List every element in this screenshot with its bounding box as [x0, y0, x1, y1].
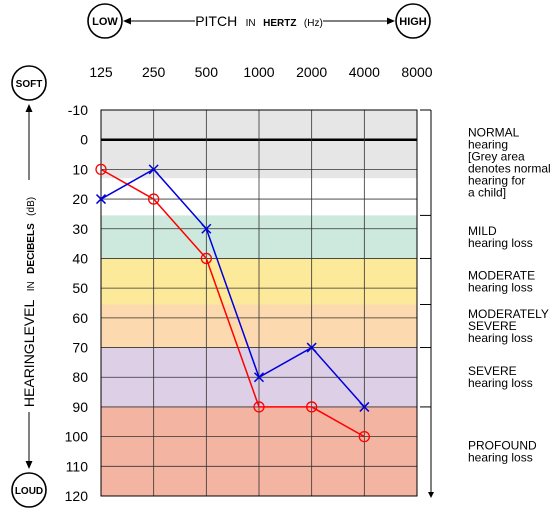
category-label: MILD hearing loss [468, 224, 533, 250]
category-label: MODERATE hearing loss [468, 268, 535, 294]
y-tick-label: 10 [72, 161, 88, 177]
y-tick-label: 0 [80, 132, 88, 148]
pitch-unit-abbrev: (Hz) [304, 18, 323, 29]
pitch-in-word: IN [246, 18, 256, 29]
y-tick-label: 30 [72, 221, 88, 237]
point-cross-marker [201, 223, 212, 234]
high-badge [395, 3, 431, 39]
point-circle-marker [148, 193, 160, 205]
pitch-title: PITCH IN HERTZ (Hz) [195, 13, 323, 30]
y-tick-label: 40 [72, 250, 88, 266]
y-tick-label: 120 [65, 488, 89, 504]
category-label: MODERATELY SEVERE hearing loss [468, 307, 549, 345]
y-tick-label: -10 [68, 102, 88, 118]
level-title: HEARINGLEVEL IN DECIBELS (dB) [21, 197, 38, 407]
loud-badge [11, 472, 47, 508]
arrowhead-down-icon [25, 461, 33, 469]
low-label: LOW [92, 16, 118, 28]
point-circle-marker [358, 430, 370, 443]
y-tick-label: 20 [72, 191, 88, 207]
point-cross-marker [95, 194, 107, 205]
x-tick-label: 500 [195, 64, 219, 80]
x-tick-label: 250 [142, 64, 166, 80]
y-tick-label: 100 [65, 429, 89, 445]
x-tick-label: 4000 [349, 64, 380, 80]
high-label: HIGH [399, 16, 427, 28]
y-tick-label: 110 [66, 458, 89, 474]
x-tick-label: 125 [89, 64, 113, 80]
y-tick-label: 80 [72, 369, 88, 385]
plot-frame [100, 109, 418, 497]
level-word: HEARINGLEVEL [21, 300, 37, 408]
level-unit-word: DECIBELS [26, 223, 37, 274]
pitch-header: LOW PITCH IN HERTZ (Hz) HIGH [87, 3, 431, 39]
series-line-0 [100, 168, 365, 438]
arrowhead-left-icon [123, 17, 131, 25]
y-tick-label: 70 [72, 340, 88, 356]
soft-badge [11, 65, 47, 101]
x-tick-label: 2000 [296, 64, 327, 80]
point-circle-marker [95, 163, 107, 176]
point-circle-marker [306, 401, 318, 413]
arrowhead-down-icon [428, 492, 434, 498]
arrowhead-right-icon [387, 17, 395, 25]
level-axis-side: SOFT HEARINGLEVEL IN DECIBELS (dB) LOUD [11, 65, 47, 508]
loud-label: LOUD [15, 486, 43, 497]
pitch-word: PITCH [195, 13, 237, 29]
category-brackets [420, 109, 434, 498]
y-tick-label: 50 [72, 280, 88, 296]
x-tick-label: 8000 [401, 64, 432, 80]
level-in-word: IN [26, 281, 37, 291]
point-circle-marker [200, 252, 212, 265]
x-tick-label: 1000 [243, 64, 274, 80]
soft-label: SOFT [16, 79, 43, 90]
level-unit-abbrev: (dB) [26, 197, 37, 216]
y-tick-labels: -10 0 10 20 30 40 50 60 70 80 90 100 110 120 [65, 102, 89, 504]
point-circle-marker [253, 401, 265, 413]
point-cross-marker [253, 372, 265, 383]
y-tick-label: 60 [72, 310, 88, 326]
x-tick-labels: 125 250 500 1000 2000 4000 8000 [89, 64, 432, 80]
point-cross-marker [306, 342, 317, 353]
point-cross-marker [148, 164, 159, 175]
point-cross-marker [359, 401, 370, 412]
category-labels: NORMAL hearing [Grey area denotes normal hea… [468, 126, 550, 465]
y-tick-label: 90 [72, 399, 88, 415]
category-label: PROFOUND hearing loss [468, 438, 537, 464]
category-label: SEVERE hearing loss [468, 364, 533, 390]
low-badge [87, 3, 123, 39]
pitch-unit-word: HERTZ [263, 18, 296, 29]
category-label: NORMAL hearing [Grey area denotes normal hea… [468, 126, 550, 200]
series-group [95, 163, 370, 443]
series-line-1 [100, 168, 365, 408]
